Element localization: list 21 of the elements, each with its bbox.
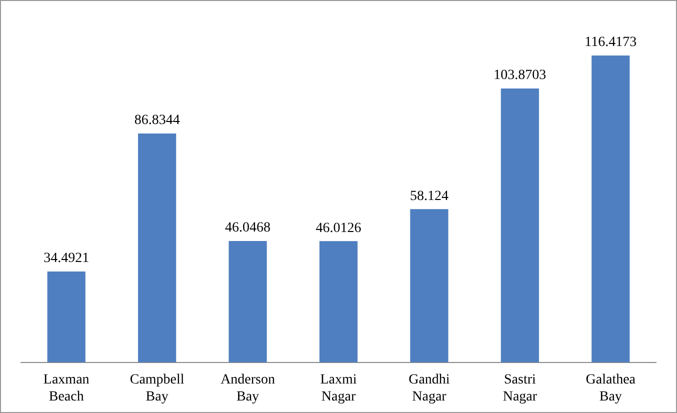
x-tick-label: Anderson Bay [220, 372, 276, 404]
x-tick-label: Laxmi Nagar [320, 372, 357, 404]
x-tick-label: Sastri Nagar [502, 372, 538, 404]
bar [319, 241, 358, 362]
x-tick-label: Gandhi Nagar [408, 372, 450, 404]
x-tick-label: Campbell Bay [130, 372, 184, 404]
x-tick-label: Laxman Beach [43, 372, 90, 404]
bar [138, 133, 176, 362]
bar [592, 55, 630, 362]
data-label: 103.8703 [494, 68, 546, 84]
data-label: 46.0468 [225, 220, 271, 236]
x-tick-label: Galathea Bay [586, 372, 636, 404]
data-label: 46.0126 [316, 220, 362, 236]
bar [500, 88, 539, 362]
data-label: 86.8344 [134, 113, 180, 128]
data-label: 58.124 [410, 188, 448, 204]
data-label: 116.4173 [584, 35, 637, 50]
bar [47, 271, 86, 362]
data-label: 34.4921 [44, 251, 90, 266]
bar [410, 209, 448, 362]
bar [228, 240, 267, 362]
